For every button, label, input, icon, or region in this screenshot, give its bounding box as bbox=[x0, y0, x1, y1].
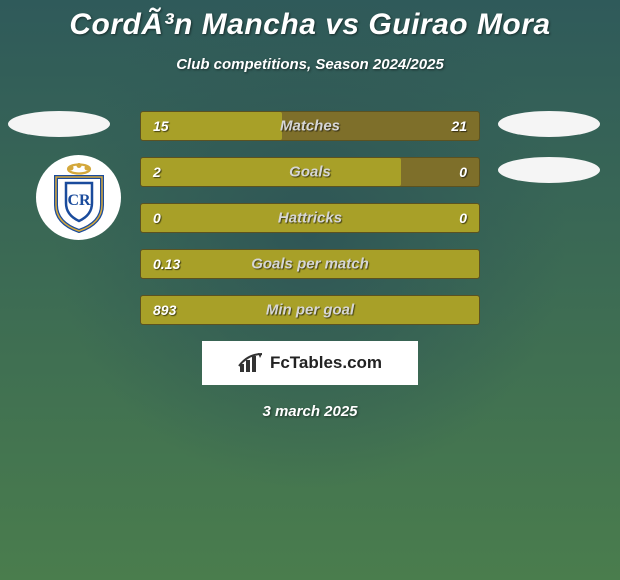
stats-bars: 15Matches21 2Goals0 0Hattricks0 0.13Goals p… bbox=[140, 111, 480, 325]
subtitle: Club competitions, Season 2024/2025 bbox=[0, 56, 620, 73]
stat-left-value: 0.13 bbox=[153, 256, 180, 272]
left-player-column: CR bbox=[8, 111, 110, 157]
right-player-column bbox=[498, 111, 600, 203]
stat-left-value: 2 bbox=[153, 164, 161, 180]
stat-left-value: 0 bbox=[153, 210, 161, 226]
stat-left-value: 15 bbox=[153, 118, 169, 134]
stat-row: 0.13Goals per match bbox=[140, 249, 480, 279]
player-photo-left bbox=[8, 111, 110, 137]
stat-right-value: 21 bbox=[451, 118, 467, 134]
club-logo-right bbox=[498, 157, 600, 183]
brand-logo: FcTables.com bbox=[202, 341, 418, 385]
stat-right-value: 0 bbox=[459, 164, 467, 180]
stat-row: 893Min per goal bbox=[140, 295, 480, 325]
chart-icon bbox=[238, 352, 264, 374]
club-logo-left: CR bbox=[36, 155, 121, 240]
stat-row: 2Goals0 bbox=[140, 157, 480, 187]
player-photo-right bbox=[498, 111, 600, 137]
stat-bar-fill bbox=[141, 158, 401, 186]
brand-text: FcTables.com bbox=[270, 353, 382, 373]
page-title: CordÃ³n Mancha vs Guirao Mora bbox=[0, 0, 620, 42]
stat-row: 0Hattricks0 bbox=[140, 203, 480, 233]
stat-right-value: 0 bbox=[459, 210, 467, 226]
stat-bar-fill bbox=[141, 250, 479, 278]
shield-icon: CR bbox=[48, 163, 110, 233]
stat-left-value: 893 bbox=[153, 302, 176, 318]
stat-bar-fill bbox=[141, 204, 479, 232]
svg-text:CR: CR bbox=[67, 192, 91, 209]
stat-bar-fill bbox=[141, 296, 479, 324]
stat-row: 15Matches21 bbox=[140, 111, 480, 141]
content-area: CR 15Matches21 2Goals0 0Hattricks0 0.13Goal… bbox=[0, 111, 620, 420]
footer-date: 3 march 2025 bbox=[0, 403, 620, 420]
